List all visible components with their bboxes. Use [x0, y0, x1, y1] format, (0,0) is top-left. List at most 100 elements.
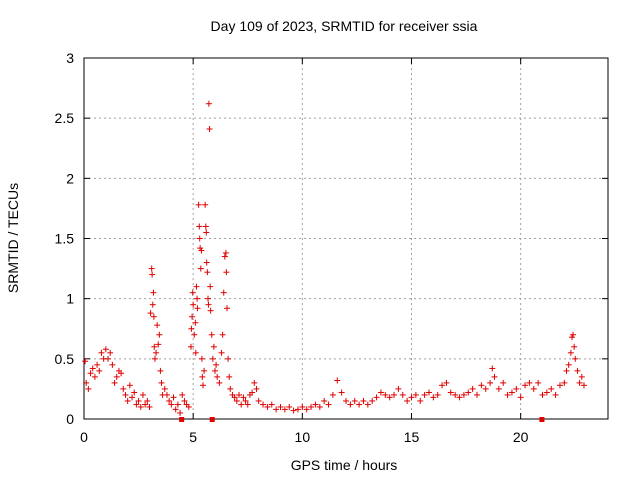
data-points: [82, 100, 587, 416]
data-point: [556, 382, 563, 389]
data-point: [133, 401, 140, 408]
axis-ticks: [83, 57, 608, 420]
data-point: [443, 379, 450, 386]
data-point: [574, 367, 581, 374]
data-point: [570, 331, 577, 338]
data-point: [242, 397, 249, 404]
data-point: [526, 379, 533, 386]
data-point: [456, 394, 463, 401]
data-point: [460, 391, 467, 398]
data-point: [137, 403, 144, 410]
data-point: [474, 391, 480, 398]
data-point: [172, 406, 179, 413]
data-point: [188, 325, 195, 332]
data-point: [439, 382, 446, 389]
data-point: [308, 403, 315, 410]
x-tick-label: 10: [295, 429, 311, 445]
data-point: [404, 397, 411, 404]
data-point: [156, 331, 163, 338]
data-point: [122, 391, 129, 398]
data-point: [163, 391, 170, 398]
data-point: [231, 394, 238, 401]
data-point: [205, 100, 212, 107]
data-point: [105, 355, 112, 362]
data-point: [202, 223, 209, 230]
data-point: [223, 269, 230, 276]
data-point: [567, 349, 574, 356]
data-point: [578, 373, 585, 380]
data-point: [199, 373, 206, 380]
data-point: [478, 382, 485, 389]
data-point: [522, 382, 529, 389]
data-point: [214, 373, 221, 380]
data-point: [205, 301, 212, 308]
data-point: [294, 406, 301, 413]
data-point: [561, 379, 568, 386]
x-tick-label: 0: [80, 429, 88, 445]
data-point: [196, 235, 203, 242]
data-point: [210, 343, 217, 350]
data-point: [299, 403, 306, 410]
data-point: [154, 322, 161, 329]
data-point: [192, 349, 199, 356]
data-point: [113, 373, 120, 380]
data-point: [111, 379, 118, 386]
data-point: [83, 379, 90, 386]
y-tick-label: 2.5: [55, 110, 75, 126]
data-point: [447, 389, 454, 396]
data-point: [347, 401, 354, 408]
data-point: [221, 253, 228, 260]
data-point: [199, 382, 206, 389]
data-point: [216, 379, 223, 386]
data-point: [563, 367, 570, 374]
data-point: [94, 361, 101, 368]
x-tick-labels: 0 5 10 15 20: [80, 429, 529, 445]
data-point: [146, 403, 153, 410]
data-point: [198, 355, 205, 362]
data-point: [196, 223, 203, 230]
data-point: [205, 295, 212, 302]
data-point: [452, 391, 459, 398]
data-point: [386, 394, 393, 401]
data-point: [170, 394, 177, 401]
y-tick-label: 1: [66, 291, 74, 307]
data-point: [139, 391, 146, 398]
data-point: [194, 295, 201, 302]
data-point: [373, 394, 380, 401]
data-point: [580, 382, 587, 389]
data-point: [174, 401, 181, 408]
data-point: [131, 389, 138, 396]
data-point: [303, 406, 310, 413]
data-point: [213, 361, 220, 368]
y-tick-label: 3: [66, 50, 74, 66]
data-point: [238, 401, 245, 408]
data-point: [149, 271, 156, 278]
data-point: [191, 331, 198, 338]
data-point: [189, 289, 196, 296]
data-point: [226, 373, 233, 380]
data-point: [206, 125, 213, 132]
data-point: [572, 355, 579, 362]
data-point: [377, 389, 384, 396]
data-point: [253, 385, 260, 392]
data-point: [351, 397, 358, 404]
data-point: [255, 397, 262, 404]
x-tick-label: 15: [404, 429, 420, 445]
data-point: [124, 397, 131, 404]
chart-title: Day 109 of 2023, SRMTID for receiver ssi…: [211, 18, 478, 34]
data-point: [87, 370, 94, 377]
y-tick-label: 1.5: [55, 231, 75, 247]
data-point: [290, 407, 297, 414]
data-point: [286, 403, 293, 410]
data-point: [82, 358, 89, 365]
data-point: [530, 385, 537, 392]
data-point: [576, 379, 583, 386]
data-point: [504, 391, 511, 398]
data-point: [251, 379, 258, 386]
data-point: [150, 289, 157, 296]
data-point: [244, 401, 251, 408]
data-point: [218, 349, 225, 356]
data-point: [281, 406, 288, 413]
